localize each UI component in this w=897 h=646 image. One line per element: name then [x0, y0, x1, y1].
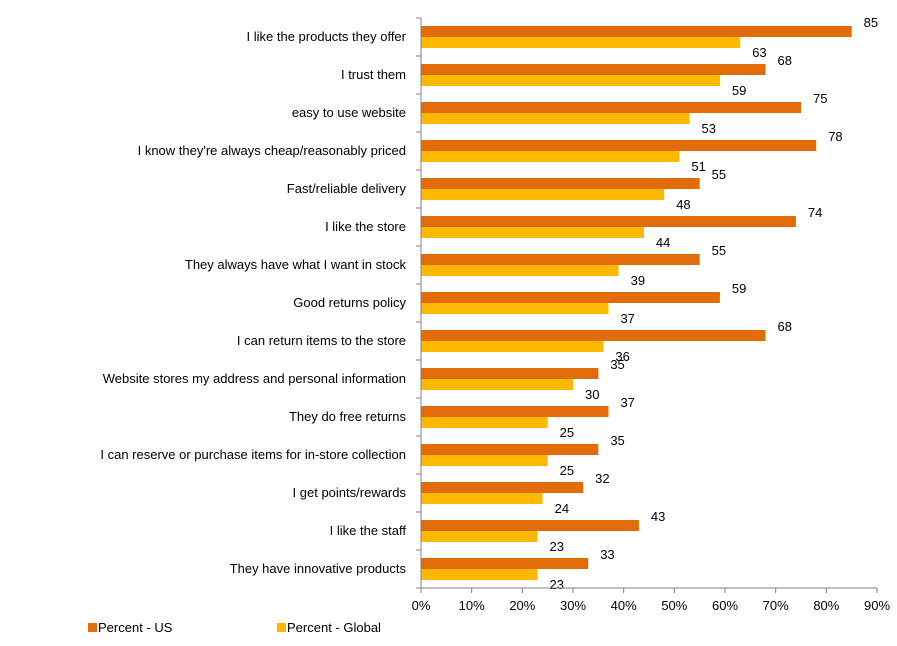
bar-us: [421, 254, 700, 265]
bar-us: [421, 558, 589, 569]
x-tick-label: 70%: [763, 598, 789, 613]
legend: Percent - US Percent - Global: [88, 620, 381, 635]
bar-global: [421, 265, 619, 276]
bar-us: [421, 368, 599, 379]
category-label: I know they're always cheap/reasonably p…: [138, 143, 406, 158]
data-label-global: 59: [732, 83, 746, 98]
data-label-global: 23: [550, 577, 564, 592]
bar-us: [421, 482, 584, 493]
data-label-global: 30: [585, 387, 599, 402]
data-label-global: 39: [631, 273, 645, 288]
x-tick-label: 50%: [661, 598, 687, 613]
bar-global: [421, 189, 665, 200]
category-label: Fast/reliable delivery: [287, 181, 407, 196]
category-label: easy to use website: [292, 105, 406, 120]
bar-global: [421, 417, 548, 428]
data-label-us: 33: [600, 547, 614, 562]
bar-us: [421, 216, 796, 227]
category-label: I like the store: [325, 219, 406, 234]
x-tick-label: 20%: [509, 598, 535, 613]
axis-layer: 0% 10% 20% 30% 40% 50% 60% 70% 80% 90%: [412, 17, 890, 613]
data-label-us: 35: [610, 433, 624, 448]
category-label: They have innovative products: [230, 561, 407, 576]
data-label-us: 68: [778, 53, 792, 68]
x-tick-label: 10%: [459, 598, 485, 613]
x-tick-label: 40%: [611, 598, 637, 613]
legend-swatch: [277, 623, 286, 632]
data-label-global: 24: [555, 501, 569, 516]
data-label-us: 55: [712, 167, 726, 182]
data-label-us: 85: [864, 15, 878, 30]
data-label-global: 37: [620, 311, 634, 326]
data-label-global: 44: [656, 235, 670, 250]
legend-label: Percent - US: [98, 620, 173, 635]
x-tick-label: 0%: [412, 598, 431, 613]
category-label: I like the staff: [330, 523, 407, 538]
bar-us: [421, 330, 766, 341]
bar-us: [421, 140, 817, 151]
bar-us: [421, 520, 639, 531]
data-label-us: 55: [712, 243, 726, 258]
data-label-global: 63: [752, 45, 766, 60]
bar-global: [421, 75, 720, 86]
data-label-global: 25: [560, 463, 574, 478]
x-tick-label: 80%: [813, 598, 839, 613]
data-label-global: 25: [560, 425, 574, 440]
bar-global: [421, 37, 741, 48]
data-label-us: 43: [651, 509, 665, 524]
data-label-global: 48: [676, 197, 690, 212]
bar-us: [421, 178, 700, 189]
bars-layer: [421, 26, 852, 580]
bar-us: [421, 26, 852, 37]
data-label-us: 75: [813, 91, 827, 106]
category-label: I like the products they offer: [247, 29, 407, 44]
bar-global: [421, 341, 604, 352]
data-label-global: 53: [702, 121, 716, 136]
category-label: They do free returns: [289, 409, 407, 424]
data-label-us: 68: [778, 319, 792, 334]
legend-label: Percent - Global: [287, 620, 381, 635]
data-label-global: 51: [691, 159, 705, 174]
legend-swatch: [88, 623, 97, 632]
category-label: Website stores my address and personal i…: [103, 371, 406, 386]
bar-global: [421, 569, 538, 580]
data-label-us: 59: [732, 281, 746, 296]
category-label: I can return items to the store: [237, 333, 406, 348]
bar-global: [421, 151, 680, 162]
x-tick-label: 60%: [712, 598, 738, 613]
data-label-us: 32: [595, 471, 609, 486]
data-label-us: 78: [828, 129, 842, 144]
data-label-us: 74: [808, 205, 822, 220]
category-label: I get points/rewards: [293, 485, 407, 500]
bar-global: [421, 113, 690, 124]
data-label-us: 35: [610, 357, 624, 372]
category-label: Good returns policy: [293, 295, 406, 310]
x-tick-label: 90%: [864, 598, 890, 613]
data-label-global: 23: [550, 539, 564, 554]
category-label: I can reserve or purchase items for in-s…: [100, 447, 406, 462]
bar-global: [421, 227, 644, 238]
data-label-us: 37: [620, 395, 634, 410]
labels-layer: I like the products they offer 85 63 I trus…: [100, 15, 878, 592]
bar-us: [421, 292, 720, 303]
bar-global: [421, 303, 609, 314]
bar-us: [421, 64, 766, 75]
bar-global: [421, 493, 543, 504]
category-label: I trust them: [341, 67, 406, 82]
bar-us: [421, 406, 609, 417]
data-label-global: 36: [615, 349, 629, 364]
x-tick-label: 30%: [560, 598, 586, 613]
category-label: They always have what I want in stock: [185, 257, 407, 272]
bar-global: [421, 455, 548, 466]
bar-global: [421, 531, 538, 542]
bar-us: [421, 102, 801, 113]
bar-us: [421, 444, 599, 455]
bar-global: [421, 379, 573, 390]
